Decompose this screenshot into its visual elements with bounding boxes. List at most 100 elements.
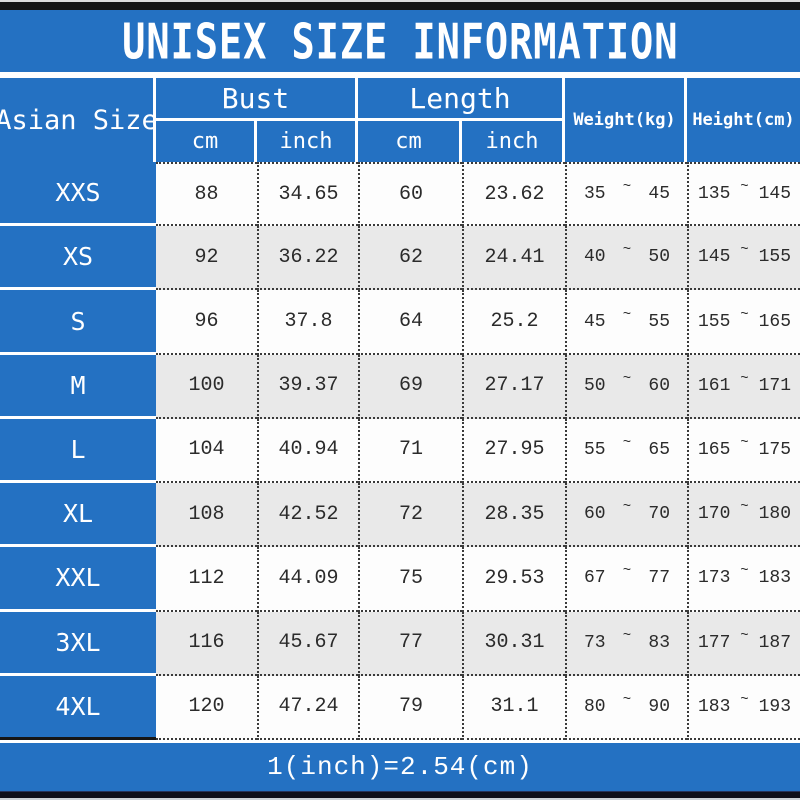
height-min: 183 [698, 696, 731, 717]
height-max: 165 [758, 311, 791, 332]
cell-bust-inch: 37.8 [257, 290, 358, 355]
range-tilde: ~ [622, 499, 632, 516]
weight-min: 60 [584, 504, 606, 525]
weight-min: 45 [584, 311, 606, 332]
cell-weight-range: 55 ~ 65 [565, 418, 687, 484]
cell-weight-range: 60 ~ 70 [565, 483, 687, 548]
size-label: 3XL [0, 611, 156, 676]
cell-weight-range: 45 ~ 55 [565, 290, 687, 355]
col-header-bust: Bust [156, 78, 355, 118]
cell-weight-range: 35 ~ 45 [565, 162, 687, 227]
bottom-edge-line [0, 798, 800, 800]
cell-length-inch: 28.35 [462, 483, 565, 548]
cell-length-inch: 30.31 [462, 611, 565, 676]
divider-line [0, 72, 800, 78]
top-edge-line [0, 0, 800, 2]
footer-bar: 1(inch)=2.54(cm) [0, 743, 800, 791]
table-row: M 100 39.37 69 27.17 50 ~ 60 161 ~ 171 [0, 354, 800, 419]
cell-bust-cm: 100 [156, 355, 257, 419]
table-row: 4XL 120 47.24 79 31.1 80 ~ 90 183 ~ 193 [0, 675, 800, 740]
cell-length-cm: 79 [358, 675, 462, 740]
cell-height-range: 165 ~ 175 [687, 418, 800, 484]
height-max: 145 [758, 184, 791, 205]
height-min: 165 [698, 439, 731, 460]
col-header-weight: Weight(kg) [565, 78, 684, 162]
weight-min: 67 [584, 568, 606, 589]
cell-height-range: 177 ~ 187 [687, 611, 800, 676]
cell-length-cm: 62 [358, 226, 462, 291]
height-min: 145 [698, 247, 731, 268]
height-max: 180 [758, 504, 791, 525]
cell-length-inch: 29.53 [462, 547, 565, 612]
weight-max: 60 [648, 375, 670, 396]
range-tilde: ~ [740, 306, 749, 323]
bottom-black-bar [0, 791, 800, 798]
size-label: XL [0, 483, 156, 548]
weight-min: 50 [584, 375, 606, 396]
range-tilde: ~ [740, 563, 749, 580]
size-label: 4XL [0, 675, 156, 740]
size-label: XXL [0, 547, 156, 612]
cell-weight-range: 67 ~ 77 [565, 547, 687, 612]
cell-length-inch: 31.1 [462, 675, 565, 740]
cell-bust-inch: 39.37 [257, 354, 358, 419]
size-label: S [0, 290, 156, 355]
cell-bust-inch: 42.52 [257, 483, 358, 548]
table-row: 3XL 116 45.67 77 30.31 73 ~ 83 177 ~ 187 [0, 611, 800, 676]
weight-min: 73 [584, 632, 606, 653]
cell-bust-inch: 47.24 [257, 675, 358, 740]
cell-bust-cm: 112 [156, 547, 257, 612]
height-min: 135 [698, 184, 731, 205]
cell-height-range: 145 ~ 155 [687, 226, 800, 291]
cell-weight-range: 73 ~ 83 [565, 611, 687, 676]
range-tilde: ~ [740, 627, 749, 644]
divider-line [0, 740, 800, 743]
title-bar: UNISEX SIZE INFORMATION [0, 10, 800, 72]
weight-max: 50 [648, 247, 670, 268]
table-body: XXS 88 34.65 60 23.62 35 ~ 45 135 ~ 145 … [0, 162, 800, 740]
cell-bust-inch: 40.94 [257, 418, 358, 484]
cell-bust-cm: 96 [156, 290, 257, 355]
cell-bust-inch: 36.22 [257, 226, 358, 291]
cell-bust-inch: 45.67 [257, 611, 358, 676]
cell-bust-cm: 108 [156, 483, 257, 548]
cell-bust-cm: 88 [156, 162, 257, 227]
cell-bust-inch: 34.65 [257, 162, 358, 227]
weight-max: 65 [648, 439, 670, 460]
cell-length-cm: 75 [358, 547, 462, 612]
range-tilde: ~ [740, 499, 749, 516]
range-tilde: ~ [622, 434, 632, 451]
range-tilde: ~ [622, 691, 632, 708]
range-tilde: ~ [622, 370, 632, 387]
size-label: XXS [0, 162, 156, 227]
range-tilde: ~ [622, 242, 632, 259]
cell-length-cm: 72 [358, 483, 462, 548]
table-row: S 96 37.8 64 25.2 45 ~ 55 155 ~ 165 [0, 290, 800, 355]
height-min: 155 [698, 311, 731, 332]
height-min: 173 [698, 568, 731, 589]
height-max: 187 [758, 632, 791, 653]
range-tilde: ~ [740, 434, 749, 451]
range-tilde: ~ [740, 370, 749, 387]
height-max: 183 [758, 568, 791, 589]
height-min: 170 [698, 504, 731, 525]
range-tilde: ~ [622, 306, 632, 323]
table-row: XS 92 36.22 62 24.41 40 ~ 50 145 ~ 155 [0, 226, 800, 291]
cell-weight-range: 50 ~ 60 [565, 354, 687, 419]
col-header-bust-inch: inch [257, 121, 355, 162]
col-header-length-cm: cm [358, 121, 459, 162]
cell-length-inch: 25.2 [462, 290, 565, 355]
cell-length-inch: 27.17 [462, 354, 565, 419]
cell-bust-cm: 104 [156, 419, 257, 484]
cell-length-inch: 27.95 [462, 418, 565, 484]
height-min: 177 [698, 632, 731, 653]
top-black-bar [0, 2, 800, 10]
cell-height-range: 135 ~ 145 [687, 162, 800, 227]
weight-max: 55 [648, 311, 670, 332]
col-header-bust-cm: cm [156, 121, 254, 162]
height-max: 193 [758, 696, 791, 717]
weight-max: 70 [648, 504, 670, 525]
weight-max: 45 [648, 184, 670, 205]
table-header: Asian Size Bust Length Weight(kg) Height… [0, 78, 800, 162]
